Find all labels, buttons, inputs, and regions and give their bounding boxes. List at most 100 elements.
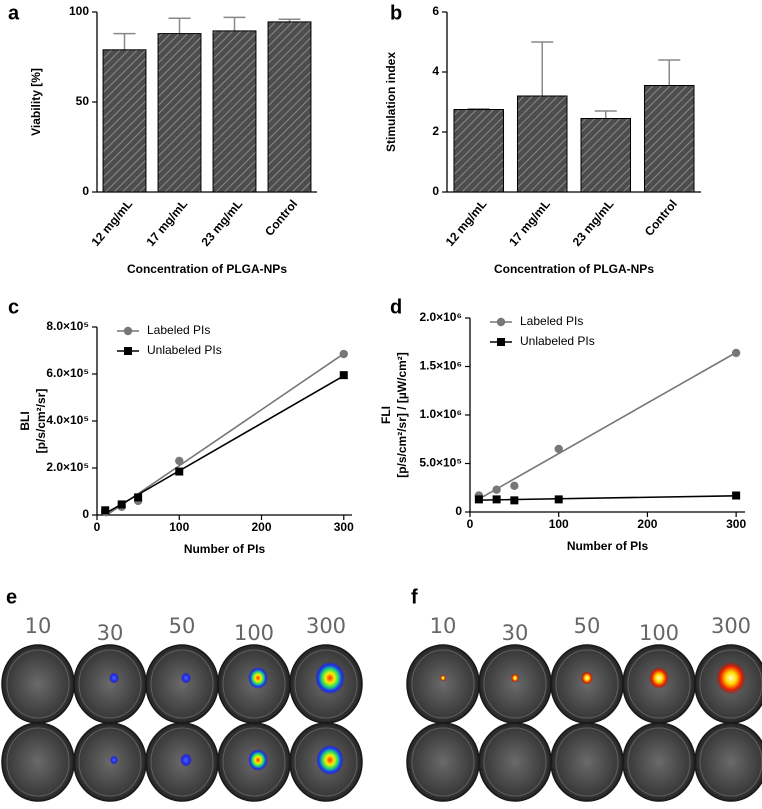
y-tick-label: 2.0×10⁵ — [46, 460, 89, 474]
x-tick-label: 23 mg/mL — [570, 197, 617, 249]
signal — [649, 667, 669, 689]
well-rim — [150, 649, 214, 719]
x-tick-label: 12 mg/mL — [443, 197, 490, 249]
bar — [643, 85, 695, 193]
y-tick-label: 6 — [432, 4, 439, 18]
legend-label: Unlabeled PIs — [520, 334, 595, 348]
fit-line — [478, 494, 737, 501]
image-label: 100 — [639, 621, 679, 645]
x-tick-label: 300 — [726, 517, 746, 531]
legend-marker — [497, 338, 505, 346]
image-label: 100 — [234, 621, 274, 645]
well-rim — [699, 727, 762, 797]
well — [1, 722, 75, 802]
legend-label: Labeled PIs — [520, 314, 583, 328]
signal — [511, 673, 519, 683]
point — [510, 496, 519, 505]
well-rim — [411, 649, 475, 719]
well — [694, 722, 762, 802]
well-rim — [150, 727, 214, 797]
well-rim — [411, 727, 475, 797]
x-tick-label: 200 — [637, 517, 657, 531]
signal — [248, 749, 268, 771]
well-rim — [222, 727, 286, 797]
y-tick-label: 100 — [69, 4, 89, 18]
point — [731, 348, 741, 358]
well-rim — [627, 649, 691, 719]
well — [550, 722, 624, 802]
bar — [516, 95, 568, 193]
x-axis-label: Number of PIs — [184, 542, 266, 556]
legend-marker — [124, 347, 132, 355]
y-tick-label: 0 — [432, 184, 439, 198]
x-tick-label: 23 mg/mL — [198, 197, 245, 249]
y-tick-label: 6.0×10⁵ — [46, 366, 89, 380]
y-tick-label: 1.0×10⁶ — [419, 407, 462, 421]
y-tick-label: 50 — [76, 94, 90, 108]
signal — [181, 672, 191, 684]
bar — [212, 30, 257, 193]
well — [406, 722, 480, 802]
point — [492, 495, 501, 504]
signal — [109, 672, 119, 684]
well — [145, 644, 219, 724]
bar — [580, 118, 632, 193]
bar — [267, 21, 312, 193]
well — [73, 644, 147, 724]
x-tick-label: 100 — [169, 520, 189, 534]
y-tick-label: 0 — [455, 504, 462, 518]
signal — [248, 667, 268, 689]
point — [175, 456, 184, 466]
point — [510, 481, 519, 491]
panel-letter: b — [390, 2, 402, 24]
well — [73, 722, 147, 802]
signal — [581, 671, 593, 685]
point — [175, 467, 184, 476]
bar — [102, 49, 147, 193]
well-rim — [6, 649, 70, 719]
bar — [453, 109, 505, 193]
point — [339, 371, 348, 380]
x-tick-label: 100 — [549, 517, 569, 531]
image-label: 50 — [574, 614, 601, 638]
point — [474, 495, 483, 504]
legend-label: Unlabeled PIs — [147, 343, 222, 357]
image-label: 300 — [306, 614, 346, 638]
point — [117, 500, 126, 509]
signal — [716, 661, 746, 695]
x-tick-label: 200 — [252, 520, 272, 534]
x-tick-label: 0 — [467, 517, 474, 531]
y-axis-label: [p/s/cm²/sr] / [µW/cm²] — [395, 352, 409, 478]
point — [492, 485, 501, 494]
well-rim — [294, 727, 358, 797]
y-tick-label: 1.5×10⁶ — [419, 359, 462, 373]
fit-line — [478, 351, 737, 500]
well-rim — [294, 649, 358, 719]
y-tick-label: 2 — [432, 124, 439, 138]
y-axis-label: [p/s/cm²/sr] — [34, 389, 48, 454]
image-label: 10 — [25, 614, 52, 638]
y-tick-label: 8.0×10⁵ — [46, 319, 89, 333]
y-axis-label: FLI — [379, 406, 393, 424]
fit-line — [104, 375, 345, 515]
point — [134, 493, 143, 502]
image-label: 50 — [169, 614, 196, 638]
image-label: 10 — [430, 614, 457, 638]
x-axis-label: Concentration of PLGA-NPs — [127, 262, 287, 276]
signal — [180, 753, 192, 767]
panel-letter: f — [411, 586, 418, 608]
signal — [316, 744, 344, 776]
x-tick-label: 0 — [94, 520, 101, 534]
y-tick-label: 4.0×10⁵ — [46, 413, 89, 427]
x-tick-label: 17 mg/mL — [506, 197, 553, 249]
legend-marker — [496, 317, 506, 327]
image-label: 30 — [97, 621, 124, 645]
y-tick-label: 5.0×10⁵ — [419, 456, 462, 470]
y-axis-label: BLI — [18, 411, 32, 430]
well-rim — [699, 649, 762, 719]
signal — [110, 755, 118, 765]
y-axis-label: Viability [%] — [29, 68, 43, 136]
y-tick-label: 2.0×10⁶ — [419, 310, 462, 324]
x-tick-label: Control — [642, 197, 680, 239]
